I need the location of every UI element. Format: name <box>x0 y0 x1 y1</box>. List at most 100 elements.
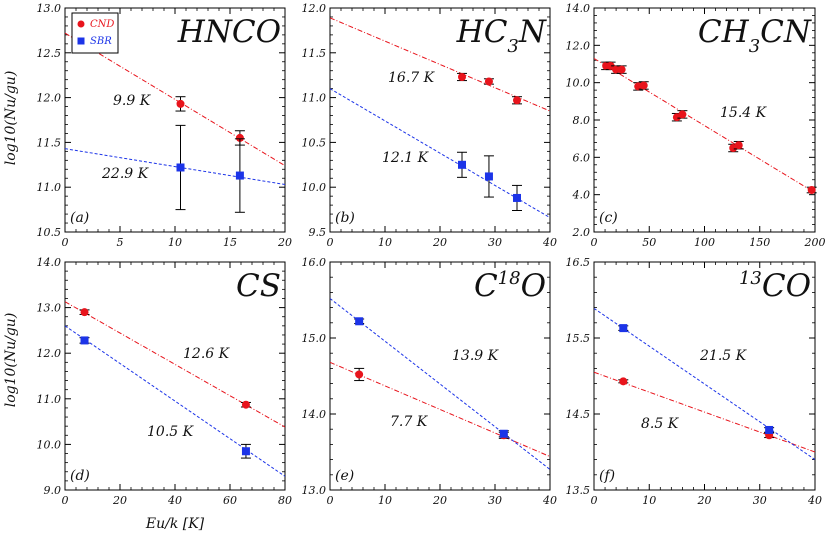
x-tick-label: 200 <box>804 236 826 249</box>
panel-6: 0 10 20 30 40 13.5 14.5 15.5 16.5 21.5 K 8.5 K (f) 1… <box>566 256 823 507</box>
fit-line-cnd <box>65 32 285 167</box>
panel-label: (b) <box>335 210 355 226</box>
fit-line-cnd <box>594 371 815 453</box>
panel-label: (d) <box>70 468 90 484</box>
legend: CND SBR <box>71 12 119 54</box>
x-axis-label: Eu/k [K] <box>145 516 205 532</box>
y-tick-label: 11.0 <box>37 393 62 406</box>
fit-line-cnd <box>65 301 285 428</box>
x-tick-label: 0 <box>591 236 598 249</box>
x-tick-label: 40 <box>542 494 557 507</box>
panel-4: 0 20 40 60 80 9.0 10.0 11.0 12.0 13.0 14.0 12.6 K 10… <box>37 256 293 507</box>
data-point-sbr <box>513 193 521 202</box>
panel-label: (c) <box>599 210 618 226</box>
panel-2: 0 10 20 30 40 9.5 10.0 10.5 11.0 11.5 12.0 16.7 K 12… <box>302 2 558 249</box>
fit-temperature-label: 15.4 K <box>720 105 768 121</box>
x-tick-label: 0 <box>327 494 334 507</box>
fit-temperature-label: 12.1 K <box>382 150 430 166</box>
data-point-cnd <box>176 99 185 108</box>
y-tick-label: 13.0 <box>37 302 62 315</box>
y-tick-label: 13.0 <box>37 2 62 15</box>
panel-label: (e) <box>335 468 354 484</box>
x-tick-label: 40 <box>542 236 557 249</box>
y-tick-label: 12.0 <box>37 92 62 105</box>
fit-temperature-label: 7.7 K <box>390 414 429 430</box>
x-tick-label: 30 <box>488 494 502 507</box>
data-point-sbr <box>355 317 364 326</box>
x-tick-label: 5 <box>117 236 124 249</box>
x-tick-label: 0 <box>62 236 69 249</box>
panel-3: 0 50 100 150 200 2.0 4.0 6.0 8.0 10.0 12.0 14.0 15.4… <box>566 2 826 249</box>
data-point-cnd <box>80 308 89 317</box>
y-tick-label: 12.0 <box>566 39 591 52</box>
y-tick-label: 10.5 <box>37 226 62 239</box>
panel-title: CH3CN <box>698 14 813 57</box>
data-point-cnd <box>612 65 621 74</box>
fit-line-cnd <box>330 361 550 458</box>
y-tick-label: 11.0 <box>302 92 327 105</box>
fit-line-sbr <box>65 148 285 186</box>
y-tick-label: 10.5 <box>302 136 327 149</box>
x-tick-label: 20 <box>112 494 127 507</box>
x-tick-label: 40 <box>167 494 182 507</box>
y-tick-label: 15.0 <box>302 332 327 345</box>
y-tick-label: 8.0 <box>573 114 591 127</box>
data-point-cnd <box>807 186 816 194</box>
chart-panels: 0 5 10 15 20 10.5 11.0 11.5 12.0 12.5 13.0 9.9 K 22.… <box>37 2 826 507</box>
fit-temperature-label: 8.5 K <box>641 416 680 432</box>
y-tick-label: 14.0 <box>37 256 62 269</box>
data-point-cnd <box>235 133 244 142</box>
legend-label-cnd: CND <box>90 19 114 30</box>
data-point-cnd <box>619 377 628 386</box>
fit-temperature-label: 21.5 K <box>699 348 748 364</box>
panel-label: (a) <box>70 210 89 226</box>
data-point-cnd <box>458 72 466 81</box>
data-point-cnd <box>639 81 648 90</box>
y-axis-label-top: log10(Nu/gu) <box>3 71 19 166</box>
y-tick-label: 10.0 <box>302 181 327 194</box>
fit-temperature-label: 9.9 K <box>113 93 152 109</box>
x-tick-label: 10 <box>378 494 392 507</box>
y-tick-label: 11.0 <box>37 181 62 194</box>
y-tick-label: 14.0 <box>566 2 591 15</box>
y-tick-label: 14.0 <box>302 408 327 421</box>
data-point-sbr <box>619 324 628 333</box>
data-point-sbr <box>176 163 185 172</box>
y-tick-label: 4.0 <box>572 189 591 202</box>
data-point-sbr <box>241 447 250 456</box>
y-tick-label: 12.0 <box>37 347 62 360</box>
data-point-cnd <box>355 370 364 379</box>
y-tick-label: 14.5 <box>566 408 591 421</box>
data-point-sbr <box>484 172 493 181</box>
y-tick-label: 9.5 <box>309 226 327 239</box>
panel-title: 13CO <box>739 268 811 304</box>
legend-marker-cnd <box>77 20 85 28</box>
data-point-sbr <box>765 425 774 434</box>
data-point-cnd <box>734 141 743 150</box>
data-point-cnd <box>617 65 626 74</box>
y-axis-label-bottom: log10(Nu/gu) <box>3 313 19 408</box>
fit-temperature-label: 10.5 K <box>147 424 195 440</box>
y-tick-label: 2.0 <box>572 226 591 239</box>
y-tick-label: 16.5 <box>566 256 591 269</box>
x-tick-label: 30 <box>488 236 502 249</box>
panel-title: HC3N <box>456 14 548 57</box>
data-point-cnd <box>678 110 687 119</box>
panel-5: 0 10 20 30 40 13.0 14.0 15.0 16.0 13.9 K 7.7 K (e) C… <box>302 256 558 507</box>
x-tick-label: 20 <box>432 236 447 249</box>
x-tick-label: 0 <box>62 494 69 507</box>
plot-frame <box>329 261 551 491</box>
data-point-cnd <box>241 400 250 409</box>
x-tick-label: 10 <box>642 494 656 507</box>
y-tick-label: 15.5 <box>566 332 591 345</box>
data-point-cnd <box>513 96 521 105</box>
x-tick-label: 40 <box>807 494 822 507</box>
y-tick-label: 9.0 <box>44 484 62 497</box>
fit-temperature-label: 16.7 K <box>388 70 436 86</box>
panel-title: C18O <box>474 268 546 304</box>
data-point-sbr <box>499 429 508 438</box>
y-tick-label: 11.5 <box>302 47 327 60</box>
panel-title: CS <box>236 268 281 304</box>
y-tick-label: 10.0 <box>37 438 62 451</box>
